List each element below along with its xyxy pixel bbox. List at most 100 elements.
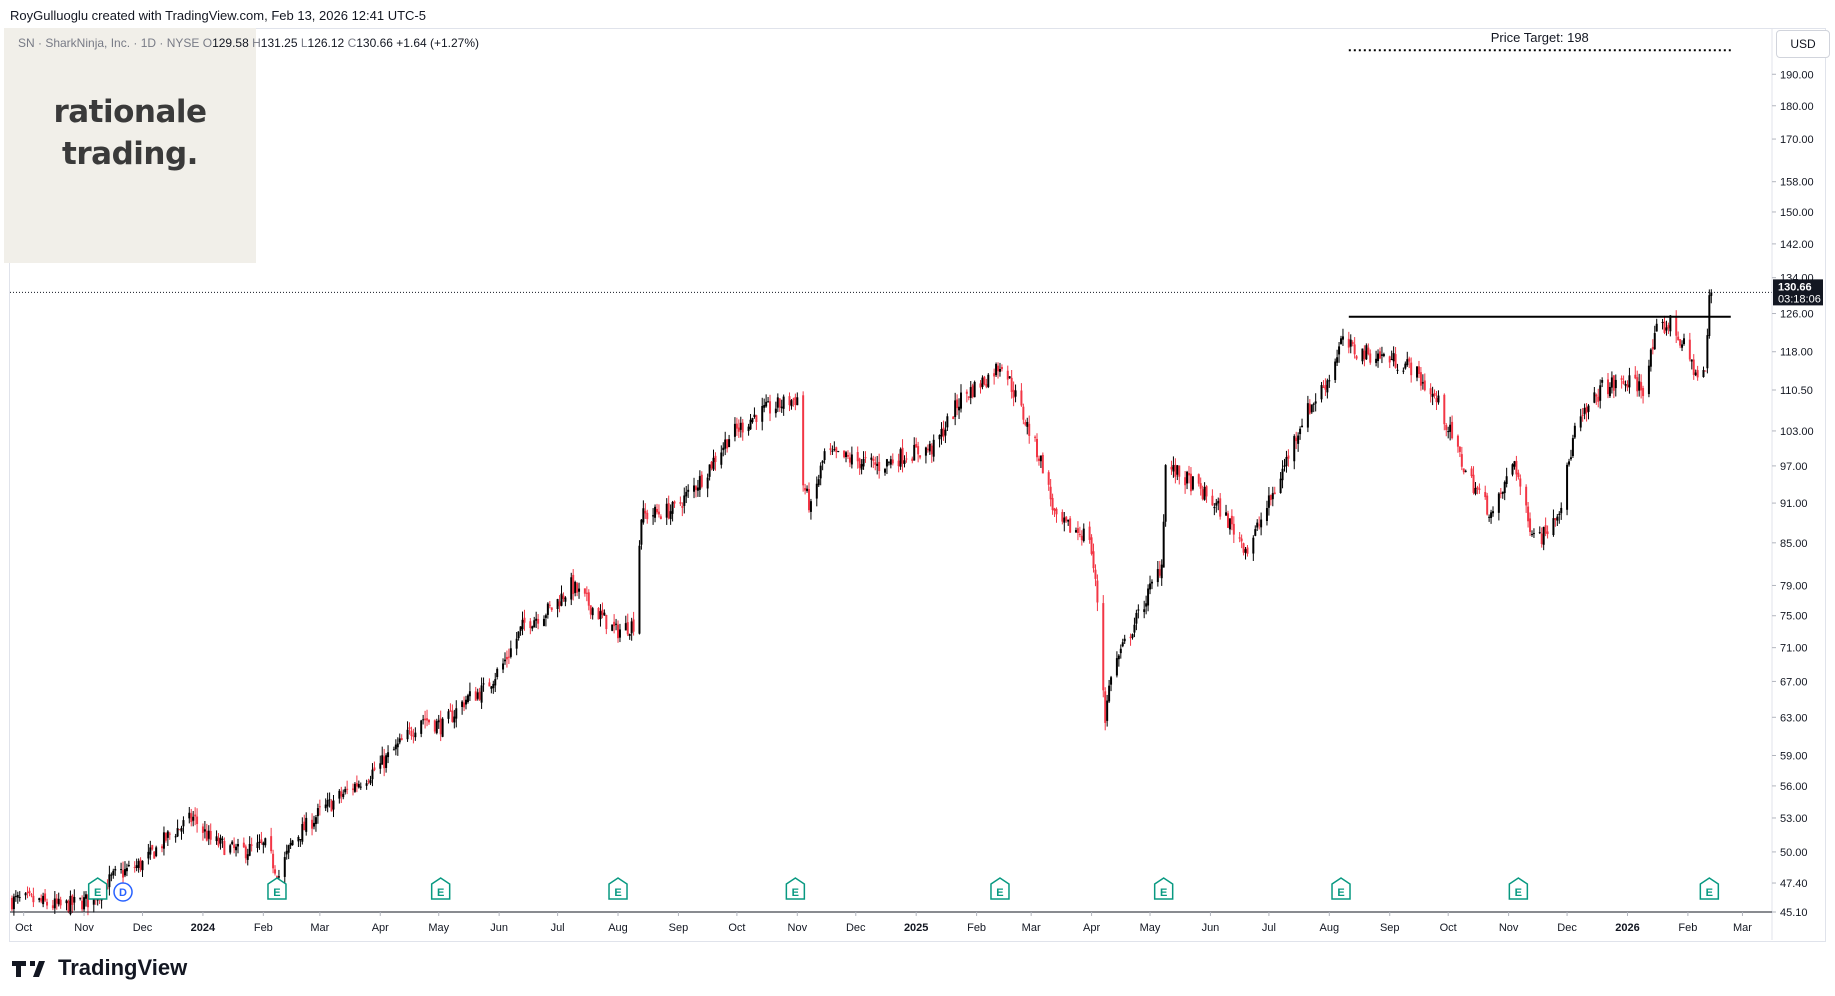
close-label: C <box>347 36 357 50</box>
candle-body <box>1538 532 1541 534</box>
candle-body <box>601 609 604 615</box>
candle-body <box>330 800 333 812</box>
candle-body <box>1053 508 1056 511</box>
candle-body <box>1663 321 1666 333</box>
candle-body <box>120 869 123 871</box>
candle-body <box>1082 528 1085 541</box>
candle-body <box>55 898 58 904</box>
candle-body <box>166 831 169 838</box>
earnings-marker-icon[interactable]: E <box>608 877 628 900</box>
candle-body <box>1197 474 1200 484</box>
candle-body <box>1000 366 1003 370</box>
candle-body <box>502 663 505 670</box>
candle-body <box>1160 564 1163 579</box>
candle-body <box>685 491 688 497</box>
price-tick-label: 75.00 <box>1780 611 1808 623</box>
candle-body <box>1240 538 1243 542</box>
candle-body <box>517 631 520 639</box>
candle-body <box>1628 375 1631 388</box>
candle-body <box>262 842 265 845</box>
candle-body <box>938 435 941 440</box>
candle-body <box>79 897 82 899</box>
earnings-marker-icon[interactable]: E <box>990 877 1010 900</box>
candle-body <box>767 401 770 403</box>
candle-body <box>1655 323 1658 332</box>
price-tick-label: 85.00 <box>1780 538 1808 550</box>
earnings-marker-icon[interactable]: E <box>87 877 108 900</box>
earnings-marker-icon[interactable]: E <box>267 877 287 900</box>
candle-body <box>823 451 826 461</box>
price-tick-label: 63.00 <box>1780 712 1808 724</box>
candle-body <box>123 869 126 876</box>
candle-body <box>1310 404 1313 413</box>
candle-body <box>870 457 873 460</box>
candle-body <box>449 710 452 712</box>
candle-body <box>441 718 444 737</box>
watermark-line-1: rationale <box>53 94 207 130</box>
candle-body <box>351 788 354 790</box>
candle-body <box>807 489 810 511</box>
candle-body <box>1696 370 1699 378</box>
candle-body <box>862 458 865 467</box>
earnings-marker-icon[interactable]: E <box>1153 877 1174 900</box>
candle-body <box>313 822 316 827</box>
earnings-marker-icon[interactable]: E <box>1331 877 1351 900</box>
candle-body <box>1297 435 1300 444</box>
currency-button[interactable]: USD <box>1776 30 1830 58</box>
candle-body <box>782 396 785 409</box>
earnings-marker-icon[interactable]: E <box>430 877 451 900</box>
candle-body <box>207 830 210 839</box>
dividend-marker-shape <box>113 882 133 902</box>
candle-body <box>455 708 458 719</box>
candle-body <box>314 817 317 825</box>
candle-body <box>285 850 288 855</box>
last-price-badge <box>1773 279 1823 306</box>
candle-body <box>332 800 335 810</box>
candle-body <box>1340 338 1343 344</box>
time-tick-label: Sep <box>669 922 689 934</box>
candle-body <box>1462 468 1465 473</box>
candle-body <box>141 860 144 871</box>
time-tick-label: Jun <box>490 922 508 934</box>
candle-body <box>1041 454 1044 474</box>
candle-body <box>1388 356 1391 363</box>
candle-body <box>905 458 908 460</box>
time-tick-label: Feb <box>967 922 986 934</box>
candle-body <box>1597 396 1600 402</box>
earnings-marker-label: E <box>273 887 280 899</box>
candle-body <box>57 898 60 905</box>
candle-body <box>802 395 805 486</box>
candle-body <box>408 727 411 730</box>
candle-body <box>318 806 321 808</box>
candle-body <box>724 439 727 449</box>
candle-body <box>1265 508 1268 521</box>
earnings-marker-icon[interactable]: E <box>1699 877 1720 900</box>
candle-body <box>420 720 423 734</box>
tradingview-logo[interactable]: TradingView <box>10 955 187 981</box>
candle-body <box>515 638 518 649</box>
price-tick-label: 110.50 <box>1780 385 1813 397</box>
earnings-marker-icon[interactable]: E <box>1508 877 1529 900</box>
time-tick-label: Sep <box>1380 922 1400 934</box>
candle-body <box>763 404 766 408</box>
candle-body <box>1320 385 1323 400</box>
candle-body <box>328 799 331 801</box>
candle-body <box>1624 384 1627 386</box>
candle-body <box>447 711 450 719</box>
candle-body <box>503 659 506 662</box>
time-tick-label: Feb <box>254 922 273 934</box>
earnings-marker-icon[interactable]: E <box>785 877 806 900</box>
candle-body <box>28 890 31 894</box>
change-value: +1.64 (+1.27%) <box>396 36 480 50</box>
candle-body <box>244 846 247 859</box>
candle-body <box>1283 465 1286 467</box>
candle-body <box>665 503 668 518</box>
candle-body <box>369 779 372 784</box>
candle-body <box>796 397 799 406</box>
candle-body <box>1184 477 1187 486</box>
candle-body <box>1640 382 1643 391</box>
dividend-marker-icon[interactable]: D <box>113 882 133 902</box>
earnings-marker-shape <box>1331 877 1351 900</box>
candle-body <box>1156 569 1159 583</box>
